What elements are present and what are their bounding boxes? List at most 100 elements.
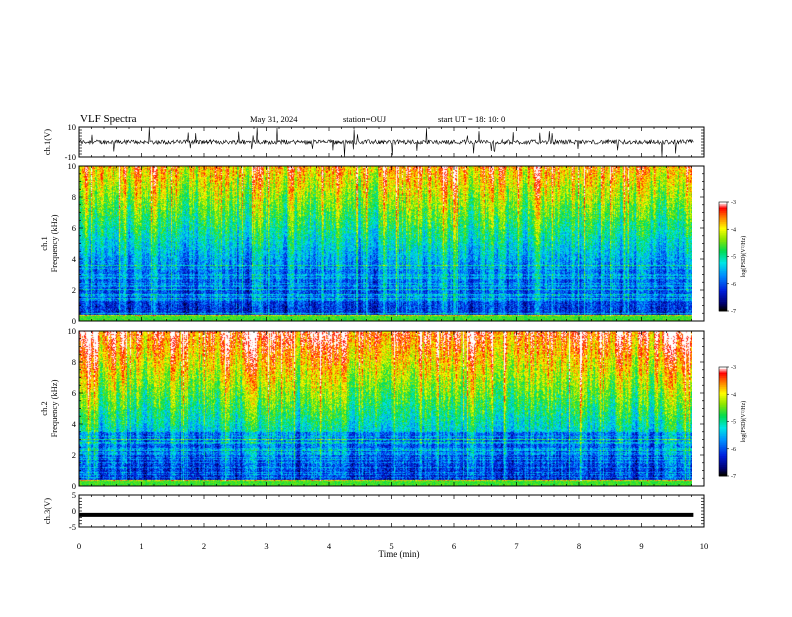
- colorbar-swatch: [719, 243, 727, 246]
- colorbar-swatch: [719, 303, 727, 306]
- x-tick-label: 0: [77, 541, 81, 551]
- colorbar-swatch: [719, 283, 727, 286]
- colorbar-swatch: [719, 441, 727, 444]
- start-time-label: start UT = 18: 10: 0: [438, 114, 505, 124]
- colorbar-swatch: [719, 234, 727, 237]
- colorbar-swatch: [719, 258, 727, 261]
- colorbar-swatch: [719, 214, 727, 217]
- colorbar-swatch: [719, 263, 727, 266]
- colorbar-swatch: [719, 254, 727, 257]
- colorbar-swatch: [719, 465, 727, 468]
- colorbar-swatch: [719, 430, 727, 433]
- colorbar-swatch: [719, 401, 727, 404]
- date-label: May 31, 2024: [250, 114, 298, 124]
- colorbar-swatch: [719, 368, 727, 372]
- colorbar-swatch: [719, 296, 727, 299]
- colorbar-swatch: [719, 432, 727, 435]
- y-tick-label: 8: [72, 357, 76, 367]
- panel-frame: [78, 126, 705, 158]
- colorbar-swatch: [719, 252, 727, 256]
- y-tick-label: 0: [72, 506, 76, 516]
- colorbar-swatch: [719, 241, 727, 245]
- colorbar-swatch: [719, 291, 727, 294]
- colorbar-tick-label: -5: [731, 420, 736, 426]
- y-axis-label: ch.3(V): [42, 498, 52, 524]
- colorbar-swatch: [719, 231, 727, 234]
- colorbar-swatch: [719, 425, 727, 428]
- colorbar-swatch: [719, 280, 727, 283]
- colorbar-swatch: [719, 251, 727, 254]
- colorbar-swatch: [719, 416, 727, 419]
- colorbar-swatch: [719, 211, 727, 214]
- y-tick-label: 8: [72, 192, 76, 202]
- colorbar-swatch: [719, 466, 727, 470]
- y-tick-label: 5: [72, 490, 76, 500]
- colorbar-swatch: [719, 421, 727, 424]
- colorbar-swatch: [719, 203, 727, 207]
- colorbar-swatch: [719, 305, 727, 308]
- colorbar-swatch: [719, 202, 727, 205]
- colorbar-swatch: [719, 367, 727, 370]
- colorbar-swatch: [719, 443, 727, 446]
- y-tick-label: 0: [72, 481, 76, 491]
- y-tick-label: -10: [65, 152, 76, 162]
- colorbar-tick-label: -7: [731, 309, 736, 315]
- x-tick-label: 6: [452, 541, 456, 551]
- y-axis-label: ch.1(V): [42, 129, 52, 155]
- colorbar-swatch: [719, 221, 727, 225]
- colorbar-swatch: [719, 374, 727, 377]
- colorbar-swatch: [719, 468, 727, 471]
- x-axis-label: Time (min): [379, 549, 420, 559]
- colorbar-tick-label: -6: [731, 282, 736, 288]
- colorbar-swatch: [719, 388, 727, 392]
- colorbar-swatch: [719, 381, 727, 384]
- colorbar-swatch: [719, 205, 727, 208]
- colorbar-swatch: [719, 370, 727, 373]
- ch1-waveform-line: [78, 127, 694, 157]
- colorbar-tick-label: -5: [731, 255, 736, 261]
- colorbar-swatch: [719, 437, 727, 441]
- colorbar-swatch: [719, 267, 727, 270]
- colorbar-swatch: [719, 209, 727, 212]
- colorbar-swatch: [719, 229, 727, 232]
- ch1-spectrogram-panel: 0 2 4 6 8 10 ch.1 Frequency (kHz): [39, 161, 705, 326]
- colorbar-swatch: [719, 256, 727, 259]
- ch2-spectrogram-panel: 0 2 4 6 8 10 ch.2 Frequency (kHz): [39, 326, 705, 491]
- colorbar-swatch: [719, 406, 727, 410]
- colorbar-swatch: [719, 301, 727, 305]
- colorbar-swatch: [719, 271, 727, 274]
- colorbar-swatch: [719, 232, 727, 236]
- colorbar-swatch: [719, 428, 727, 431]
- y-tick-label: 10: [68, 122, 77, 132]
- colorbar-swatch: [719, 212, 727, 216]
- colorbar-swatch: [719, 434, 727, 437]
- y-tick-label: 6: [72, 223, 76, 233]
- colorbar-swatch: [719, 278, 727, 281]
- colorbar-swatch: [719, 403, 727, 406]
- x-tick-label: 2: [202, 541, 206, 551]
- colorbar-swatch: [719, 216, 727, 219]
- ch2-spectrogram-image: [79, 331, 692, 486]
- colorbar-swatch: [719, 397, 727, 401]
- colorbar-swatch: [719, 459, 727, 462]
- ch1-waveform-panel: 10 -10 ch.1(V): [42, 122, 705, 162]
- colorbar-swatch: [719, 220, 727, 223]
- x-tick-label: 3: [264, 541, 268, 551]
- colorbar-swatch: [719, 386, 727, 390]
- colorbar-swatch: [719, 390, 727, 393]
- colorbar-swatch: [719, 281, 727, 285]
- ch1-spectrogram-image: [79, 166, 692, 321]
- y-tick-label: -5: [69, 522, 76, 532]
- colorbar-swatch: [719, 454, 727, 457]
- colorbar-swatch: [719, 272, 727, 276]
- x-tick-label: 4: [327, 541, 332, 551]
- colorbar-swatch: [719, 294, 727, 297]
- colorbar-swatch: [719, 450, 727, 453]
- colorbar-swatch: [719, 287, 727, 290]
- colorbar-swatch: [719, 472, 727, 475]
- colorbar-swatch: [719, 218, 727, 221]
- y-tick-label: 2: [72, 450, 76, 460]
- colorbar-swatch: [719, 245, 727, 248]
- colorbar-swatch: [719, 436, 727, 439]
